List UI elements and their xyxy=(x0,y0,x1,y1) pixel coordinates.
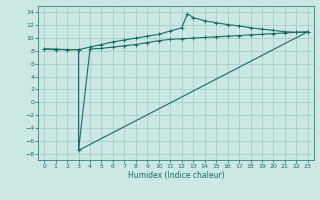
X-axis label: Humidex (Indice chaleur): Humidex (Indice chaleur) xyxy=(128,171,224,180)
